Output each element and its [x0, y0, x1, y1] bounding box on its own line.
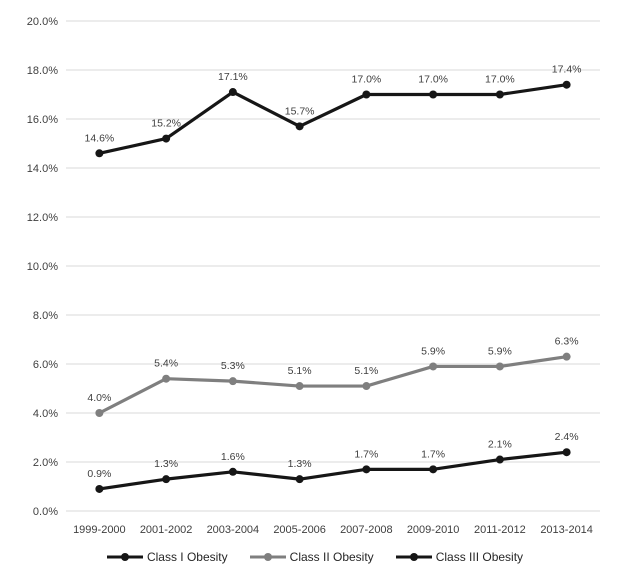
- y-axis-tick-label: 20.0%: [27, 16, 58, 28]
- data-point-class-ii-obesity: [362, 382, 371, 391]
- data-point-label-class-ii-obesity: 5.9%: [488, 345, 512, 357]
- data-point-class-iii-obesity: [429, 465, 438, 474]
- legend-label-class-ii-obesity: Class II Obesity: [289, 550, 374, 564]
- data-point-class-ii-obesity: [95, 409, 104, 417]
- data-point-label-class-iii-obesity: 1.7%: [421, 448, 445, 460]
- data-point-class-i-obesity: [362, 90, 371, 99]
- data-point-label-class-ii-obesity: 5.1%: [354, 365, 378, 377]
- data-point-class-ii-obesity: [495, 362, 504, 371]
- data-point-class-iii-obesity: [362, 465, 371, 474]
- data-point-label-class-iii-obesity: 1.3%: [288, 458, 312, 470]
- x-axis-tick-label: 2009-2010: [407, 524, 460, 536]
- data-point-class-iii-obesity: [95, 484, 104, 493]
- chart-legend: Class I Obesity Class II Obesity Class I…: [0, 547, 630, 567]
- data-point-class-iii-obesity: [228, 467, 237, 476]
- y-axis-tick-label: 4.0%: [33, 408, 58, 420]
- data-point-class-i-obesity: [162, 134, 171, 143]
- series-line-class-i-obesity: [97, 83, 569, 155]
- data-point-class-iii-obesity: [495, 455, 504, 464]
- data-point-class-i-obesity: [95, 149, 104, 158]
- legend-item-class-i-obesity: Class I Obesity: [106, 550, 228, 564]
- y-axis-tick-label: 10.0%: [27, 261, 58, 273]
- legend-label-class-i-obesity: Class I Obesity: [146, 550, 228, 564]
- data-point-label-class-iii-obesity: 2.4%: [555, 431, 579, 443]
- data-point-class-ii-obesity: [429, 362, 438, 371]
- x-axis-tick-label: 2007-2008: [340, 524, 393, 536]
- data-point-class-iii-obesity: [162, 475, 171, 484]
- data-point-class-i-obesity: [429, 90, 438, 99]
- data-point-label-class-i-obesity: 17.0%: [418, 74, 448, 86]
- data-point-label-class-ii-obesity: 5.1%: [288, 365, 312, 377]
- data-point-label-class-ii-obesity: 5.4%: [154, 358, 178, 370]
- data-point-label-class-i-obesity: 17.0%: [351, 74, 381, 86]
- y-axis-tick-label: 18.0%: [27, 65, 58, 77]
- x-axis-tick-label: 1999-2000: [73, 524, 126, 536]
- data-point-label-class-iii-obesity: 1.7%: [354, 448, 378, 460]
- y-axis-tick-label: 2.0%: [33, 457, 58, 469]
- legend-item-class-ii-obesity: Class II Obesity: [249, 550, 374, 564]
- data-point-class-ii-obesity: [162, 374, 171, 383]
- data-point-class-i-obesity: [495, 90, 504, 99]
- y-axis-tick-label: 12.0%: [27, 212, 58, 224]
- data-point-class-ii-obesity: [228, 377, 237, 386]
- data-point-label-class-iii-obesity: 0.9%: [87, 468, 111, 480]
- data-point-class-i-obesity: [562, 80, 571, 89]
- data-point-class-iii-obesity: [562, 448, 571, 457]
- line-marker-icon: [249, 553, 286, 561]
- data-point-label-class-ii-obesity: 5.9%: [421, 345, 445, 357]
- series-line-class-ii-obesity: [97, 355, 569, 415]
- line-marker-icon: [395, 553, 432, 561]
- y-axis-tick-label: 8.0%: [33, 310, 58, 322]
- data-point-label-class-iii-obesity: 1.6%: [221, 451, 245, 463]
- data-point-label-class-i-obesity: 15.7%: [285, 105, 315, 117]
- x-axis-tick-label: 2003-2004: [207, 524, 260, 536]
- data-point-class-ii-obesity: [295, 382, 304, 391]
- data-point-label-class-ii-obesity: 4.0%: [87, 392, 111, 404]
- y-axis-tick-label: 14.0%: [27, 163, 58, 175]
- x-axis-tick-label: 2005-2006: [273, 524, 326, 536]
- x-axis-tick-label: 2011-2012: [474, 524, 526, 536]
- data-point-label-class-ii-obesity: 6.3%: [555, 336, 579, 348]
- data-point-label-class-ii-obesity: 5.3%: [221, 360, 245, 372]
- data-point-label-class-iii-obesity: 2.1%: [488, 439, 512, 451]
- data-point-label-class-i-obesity: 17.4%: [552, 64, 582, 76]
- data-point-label-class-iii-obesity: 1.3%: [154, 458, 178, 470]
- data-point-label-class-i-obesity: 14.6%: [84, 132, 114, 144]
- legend-item-class-iii-obesity: Class III Obesity: [395, 550, 524, 564]
- line-marker-icon: [106, 553, 143, 561]
- y-axis-tick-label: 16.0%: [27, 114, 58, 126]
- y-axis-tick-label: 6.0%: [33, 359, 58, 371]
- data-point-label-class-i-obesity: 17.1%: [218, 71, 248, 83]
- series-line-class-iii-obesity: [97, 450, 569, 491]
- data-point-class-i-obesity: [228, 88, 237, 97]
- data-point-class-i-obesity: [295, 122, 304, 131]
- data-point-class-iii-obesity: [295, 475, 304, 484]
- data-point-label-class-i-obesity: 17.0%: [485, 74, 515, 86]
- data-point-class-ii-obesity: [562, 352, 571, 361]
- y-axis-tick-label: 0.0%: [33, 506, 58, 518]
- x-axis-tick-label: 2013-2014: [540, 524, 593, 536]
- legend-label-class-iii-obesity: Class III Obesity: [435, 550, 524, 564]
- x-axis-tick-label: 2001-2002: [140, 524, 193, 536]
- data-point-label-class-i-obesity: 15.2%: [151, 118, 181, 130]
